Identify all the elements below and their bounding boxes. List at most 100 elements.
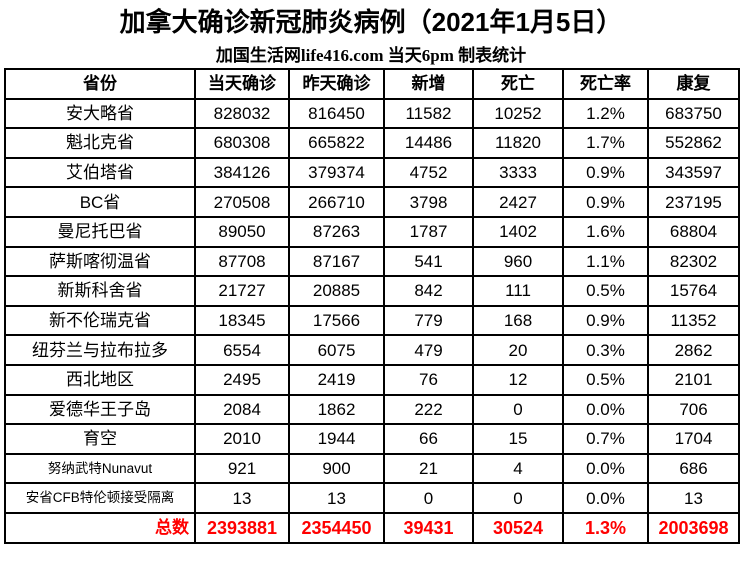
value-cell: 13 xyxy=(194,482,290,514)
value-cell: 4752 xyxy=(383,156,474,189)
value-cell: 2862 xyxy=(647,334,740,366)
column-header: 新增 xyxy=(383,68,474,100)
value-cell: 1787 xyxy=(383,215,474,248)
value-cell: 2419 xyxy=(288,363,385,396)
value-cell: 379374 xyxy=(288,156,385,189)
table-row: 西北地区 2495 2419 76 12 0.5% 2101 xyxy=(4,363,740,396)
table-row: 安大略省 828032 816450 11582 10252 1.2% 683750 xyxy=(4,97,740,130)
value-cell: 15 xyxy=(472,423,564,455)
value-cell: 0.0% xyxy=(562,482,649,514)
province-cell: 安省CFB特伦顿接受隔离 xyxy=(4,482,196,514)
value-cell: 1.1% xyxy=(562,245,649,278)
value-cell: 15764 xyxy=(647,275,740,307)
value-cell: 0.9% xyxy=(562,186,649,218)
column-header: 当天确诊 xyxy=(194,68,290,100)
value-cell: 2427 xyxy=(472,186,564,218)
value-cell: 20885 xyxy=(288,275,385,307)
value-cell: 6075 xyxy=(288,334,385,366)
covid-stats-table: 省份 当天确诊 昨天确诊 新增 死亡 死亡率 康复 安大略省 828032 816450 1158… xyxy=(4,68,740,544)
value-cell: 18345 xyxy=(194,304,290,337)
table-header: 省份 当天确诊 昨天确诊 新增 死亡 死亡率 康复 xyxy=(4,68,740,100)
value-cell: 266710 xyxy=(288,186,385,218)
value-cell: 87263 xyxy=(288,215,385,248)
total-label: 总数 xyxy=(4,511,196,544)
province-cell: 曼尼托巴省 xyxy=(4,215,196,248)
value-cell: 0 xyxy=(472,393,564,426)
total-value-cell: 2003698 xyxy=(647,511,740,544)
value-cell: 13 xyxy=(288,482,385,514)
value-cell: 343597 xyxy=(647,156,740,189)
province-cell: 萨斯喀彻温省 xyxy=(4,245,196,278)
page-subtitle: 加国生活网life416.com 当天6pm 制表统计 xyxy=(215,46,527,65)
table-footer: 总数 2393881 2354450 39431 30524 1.3% 2003698 xyxy=(4,511,740,544)
value-cell: 11820 xyxy=(472,127,564,159)
value-cell: 541 xyxy=(383,245,474,278)
value-cell: 2495 xyxy=(194,363,290,396)
value-cell: 111 xyxy=(472,275,564,307)
total-value-cell: 39431 xyxy=(383,511,474,544)
province-cell: 育空 xyxy=(4,423,196,455)
value-cell: 270508 xyxy=(194,186,290,218)
value-cell: 21 xyxy=(383,452,474,485)
value-cell: 20 xyxy=(472,334,564,366)
value-cell: 87708 xyxy=(194,245,290,278)
value-cell: 2084 xyxy=(194,393,290,426)
table-row: 曼尼托巴省 89050 87263 1787 1402 1.6% 68804 xyxy=(4,215,740,248)
table-row: 魁北克省 680308 665822 14486 11820 1.7% 552862 xyxy=(4,127,740,159)
table-row: 萨斯喀彻温省 87708 87167 541 960 1.1% 82302 xyxy=(4,245,740,278)
table-row: 育空 2010 1944 66 15 0.7% 1704 xyxy=(4,423,740,455)
column-header: 省份 xyxy=(4,68,196,100)
value-cell: 2010 xyxy=(194,423,290,455)
value-cell: 842 xyxy=(383,275,474,307)
value-cell: 0 xyxy=(472,482,564,514)
province-cell: 爱德华王子岛 xyxy=(4,393,196,426)
value-cell: 0.9% xyxy=(562,156,649,189)
value-cell: 0.0% xyxy=(562,452,649,485)
value-cell: 14486 xyxy=(383,127,474,159)
value-cell: 0.9% xyxy=(562,304,649,337)
province-cell: 纽芬兰与拉布拉多 xyxy=(4,334,196,366)
value-cell: 680308 xyxy=(194,127,290,159)
value-cell: 17566 xyxy=(288,304,385,337)
column-header: 康复 xyxy=(647,68,740,100)
value-cell: 0.7% xyxy=(562,423,649,455)
value-cell: 66 xyxy=(383,423,474,455)
value-cell: 11582 xyxy=(383,97,474,130)
province-cell: 艾伯塔省 xyxy=(4,156,196,189)
table-row: 爱德华王子岛 2084 1862 222 0 0.0% 706 xyxy=(4,393,740,426)
province-cell: 安大略省 xyxy=(4,97,196,130)
province-cell: 新斯科舍省 xyxy=(4,275,196,307)
value-cell: 1402 xyxy=(472,215,564,248)
value-cell: 779 xyxy=(383,304,474,337)
value-cell: 168 xyxy=(472,304,564,337)
value-cell: 0 xyxy=(383,482,474,514)
value-cell: 3798 xyxy=(383,186,474,218)
value-cell: 11352 xyxy=(647,304,740,337)
total-row: 总数 2393881 2354450 39431 30524 1.3% 2003698 xyxy=(4,511,740,544)
value-cell: 552862 xyxy=(647,127,740,159)
value-cell: 21727 xyxy=(194,275,290,307)
value-cell: 900 xyxy=(288,452,385,485)
table-row: 安省CFB特伦顿接受隔离 13 13 0 0 0.0% 13 xyxy=(4,482,740,514)
value-cell: 1944 xyxy=(288,423,385,455)
value-cell: 686 xyxy=(647,452,740,485)
value-cell: 89050 xyxy=(194,215,290,248)
value-cell: 828032 xyxy=(194,97,290,130)
header-row: 省份 当天确诊 昨天确诊 新增 死亡 死亡率 康复 xyxy=(4,68,740,100)
table-row: 艾伯塔省 384126 379374 4752 3333 0.9% 343597 xyxy=(4,156,740,189)
value-cell: 3333 xyxy=(472,156,564,189)
table-row: BC省 270508 266710 3798 2427 0.9% 237195 xyxy=(4,186,740,218)
value-cell: 12 xyxy=(472,363,564,396)
value-cell: 479 xyxy=(383,334,474,366)
value-cell: 706 xyxy=(647,393,740,426)
table-row: 努纳武特Nunavut 921 900 21 4 0.0% 686 xyxy=(4,452,740,485)
value-cell: 0.5% xyxy=(562,275,649,307)
table-body: 安大略省 828032 816450 11582 10252 1.2% 683750 魁北克省… xyxy=(4,97,740,514)
total-value-cell: 2354450 xyxy=(288,511,385,544)
province-cell: 新不伦瑞克省 xyxy=(4,304,196,337)
table-row: 纽芬兰与拉布拉多 6554 6075 479 20 0.3% 2862 xyxy=(4,334,740,366)
value-cell: 0.5% xyxy=(562,363,649,396)
value-cell: 1862 xyxy=(288,393,385,426)
value-cell: 87167 xyxy=(288,245,385,278)
